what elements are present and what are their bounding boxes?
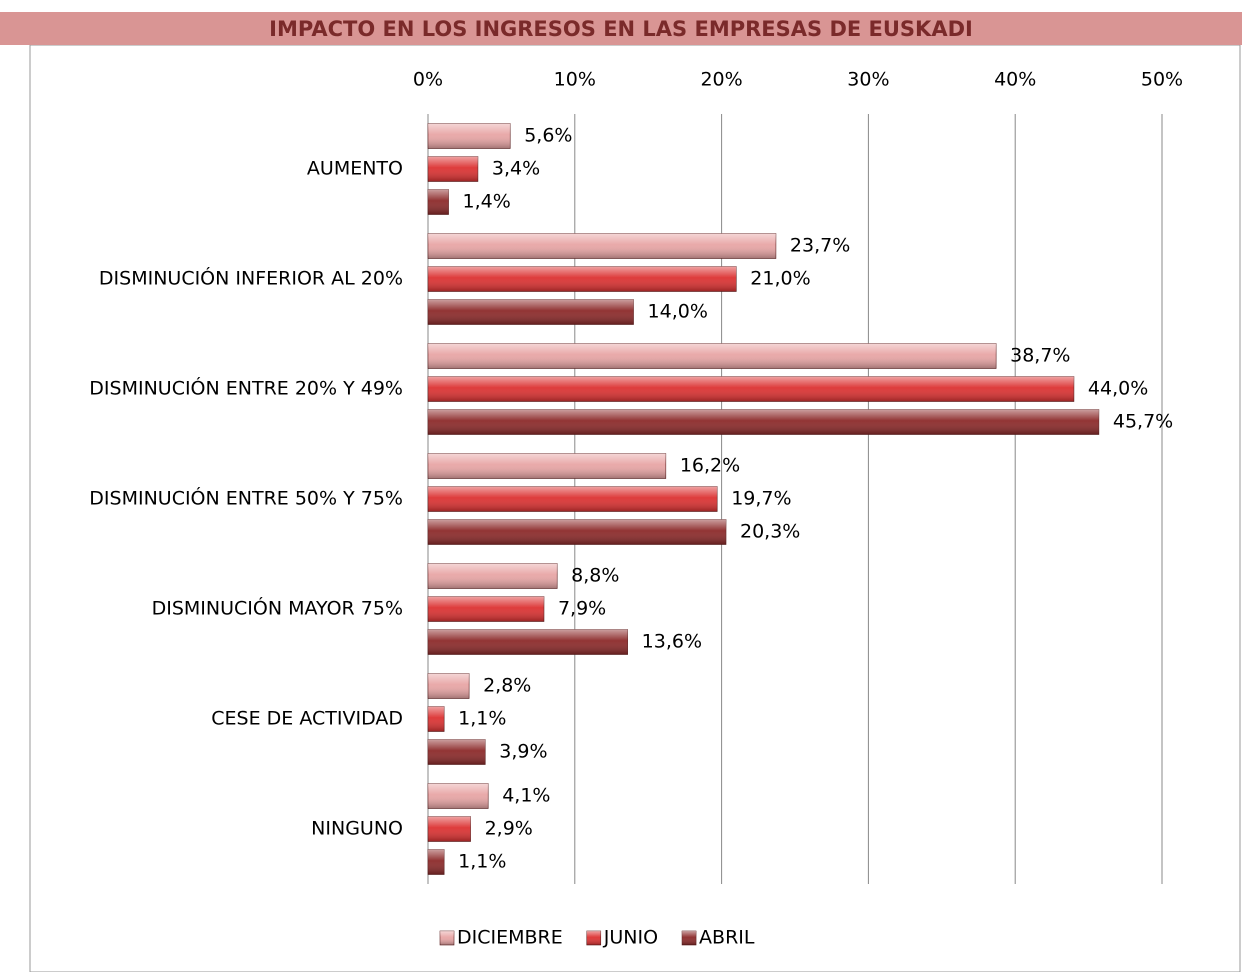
data-label: 1,1% xyxy=(458,708,506,730)
x-tick-label: 30% xyxy=(847,69,889,91)
bar-shine xyxy=(428,343,997,369)
bar-shine xyxy=(428,519,727,545)
x-tick-label: 10% xyxy=(554,69,596,91)
data-label: 13,6% xyxy=(642,631,702,653)
data-label: 44,0% xyxy=(1088,378,1148,400)
bar-shine xyxy=(428,849,445,875)
legend-label: ABRIL xyxy=(699,927,755,949)
bar-shine xyxy=(428,783,489,809)
legend-swatch-shine xyxy=(682,931,697,945)
y-tick-label: DISMINUCIÓN INFERIOR AL 20% xyxy=(99,266,403,290)
data-label: 21,0% xyxy=(750,268,810,290)
bar-shine xyxy=(428,486,718,512)
data-label: 4,1% xyxy=(502,785,550,807)
bar-shine xyxy=(428,409,1099,435)
bar-shine xyxy=(428,706,445,732)
y-tick-label: DISMINUCIÓN ENTRE 50% Y 75% xyxy=(89,486,403,510)
bar-shine xyxy=(428,123,511,149)
data-label: 3,9% xyxy=(499,741,547,763)
bar-shine xyxy=(428,299,634,325)
data-label: 3,4% xyxy=(492,158,540,180)
data-label: 1,1% xyxy=(458,851,506,873)
y-tick-label: CESE DE ACTIVIDAD xyxy=(211,708,403,730)
data-label: 38,7% xyxy=(1010,345,1070,367)
data-label: 19,7% xyxy=(731,488,791,510)
data-label: 7,9% xyxy=(558,598,606,620)
bar-shine xyxy=(428,376,1074,402)
bar-shine xyxy=(428,189,449,215)
x-tick-label: 20% xyxy=(700,69,742,91)
y-tick-label: NINGUNO xyxy=(311,818,403,840)
data-label: 1,4% xyxy=(463,191,511,213)
data-label: 5,6% xyxy=(524,125,572,147)
bar-shine xyxy=(428,563,558,589)
legend-label: JUNIO xyxy=(603,927,658,949)
bar-shine xyxy=(428,739,486,765)
data-label: 45,7% xyxy=(1113,411,1173,433)
chart-title: IMPACTO EN LOS INGRESOS EN LAS EMPRESAS … xyxy=(269,17,973,41)
legend-swatch-shine xyxy=(440,931,454,945)
bar-shine xyxy=(428,156,478,182)
bar-shine xyxy=(428,453,666,479)
y-tick-label: AUMENTO xyxy=(307,158,403,180)
data-label: 2,8% xyxy=(483,675,531,697)
legend-label: DICIEMBRE xyxy=(457,927,563,949)
bar-shine xyxy=(428,266,737,292)
x-tick-label: 50% xyxy=(1141,69,1183,91)
bar-shine xyxy=(428,596,544,622)
y-tick-label: DISMINUCIÓN MAYOR 75% xyxy=(152,596,403,620)
data-label: 20,3% xyxy=(740,521,800,543)
bar-shine xyxy=(428,673,470,699)
data-label: 23,7% xyxy=(790,235,850,257)
data-label: 16,2% xyxy=(680,455,740,477)
y-tick-label: DISMINUCIÓN ENTRE 20% Y 49% xyxy=(89,376,403,400)
bar-shine xyxy=(428,629,628,655)
x-tick-label: 40% xyxy=(994,69,1036,91)
bar-shine xyxy=(428,233,776,259)
x-tick-label: 0% xyxy=(413,69,443,91)
data-label: 14,0% xyxy=(648,301,708,323)
data-label: 2,9% xyxy=(485,818,533,840)
bar-shine xyxy=(428,816,471,842)
title-band xyxy=(0,12,1242,45)
legend-swatch-shine xyxy=(586,931,601,945)
data-label: 8,8% xyxy=(571,565,619,587)
